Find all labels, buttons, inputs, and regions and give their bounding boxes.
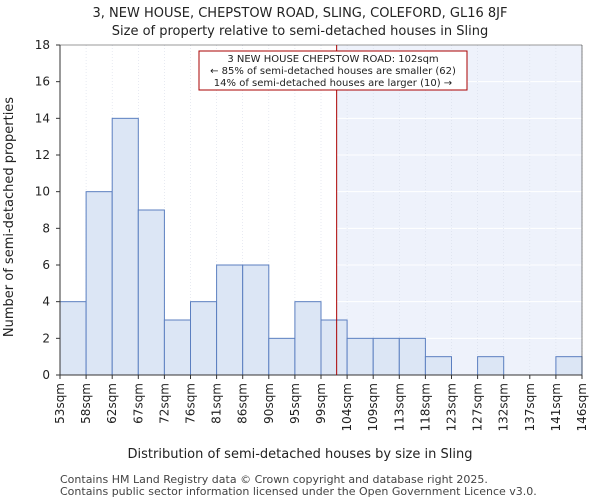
x-tick-label: 146sqm <box>575 383 589 431</box>
x-tick-label: 132sqm <box>497 383 511 431</box>
y-tick-label: 12 <box>35 148 50 162</box>
x-tick-label: 104sqm <box>340 383 354 431</box>
bar <box>242 264 270 376</box>
x-tick-label: 76sqm <box>184 383 198 424</box>
x-tick-label: 81sqm <box>210 383 224 424</box>
chart-subtitle: Size of property relative to semi-detach… <box>112 24 489 39</box>
x-tick-label: 109sqm <box>366 383 380 431</box>
x-tick-label: 53sqm <box>53 383 67 424</box>
x-tick-label: 72sqm <box>157 383 171 424</box>
bar <box>346 337 374 376</box>
x-tick-label: 141sqm <box>549 383 563 431</box>
y-axis-label: Number of semi-detached properties <box>2 97 17 337</box>
x-tick-label: 127sqm <box>471 383 485 431</box>
x-tick-label: 99sqm <box>314 383 328 424</box>
x-tick-label: 118sqm <box>418 383 432 431</box>
x-tick-label: 86sqm <box>236 383 250 424</box>
y-tick-label: 18 <box>35 38 50 52</box>
chart-title: 3, NEW HOUSE, CHEPSTOW ROAD, SLING, COLE… <box>93 6 508 21</box>
bar <box>424 356 452 376</box>
bar <box>477 356 505 376</box>
x-tick-label: 137sqm <box>523 383 537 431</box>
x-tick-label: 58sqm <box>79 383 93 424</box>
y-tick-label: 16 <box>35 75 50 89</box>
bar <box>372 337 400 376</box>
annotation-line-3: 14% of semi-detached houses are larger (… <box>214 78 452 89</box>
bar <box>268 337 296 376</box>
y-tick-label: 8 <box>42 221 50 235</box>
bar <box>320 319 348 376</box>
y-tick-label: 14 <box>35 111 50 125</box>
x-axis-label: Distribution of semi-detached houses by … <box>128 447 473 462</box>
bar <box>59 301 87 376</box>
bar <box>137 209 165 376</box>
bar <box>111 117 139 376</box>
footer-line-1: Contains HM Land Registry data © Crown c… <box>60 473 488 486</box>
x-tick-label: 123sqm <box>445 383 459 431</box>
y-tick-label: 6 <box>42 258 50 272</box>
annotation-box <box>198 50 468 91</box>
highlight-region <box>336 45 582 375</box>
annotation-line-1: 3 NEW HOUSE CHEPSTOW ROAD: 102sqm <box>227 54 438 65</box>
plot-area: 0 2 4 6 8 10 12 14 16 18 53sqm 58sqm 62sqm 67sqm 72sqm… <box>35 38 589 431</box>
bar <box>216 264 244 376</box>
y-tick-label: 10 <box>35 185 50 199</box>
bar <box>555 356 583 376</box>
y-tick-label: 0 <box>42 368 50 382</box>
x-tick-label: 90sqm <box>262 383 276 424</box>
y-tick-label: 4 <box>42 295 50 309</box>
x-tick-label: 113sqm <box>392 383 406 431</box>
x-tick-label: 95sqm <box>288 383 302 424</box>
bar <box>294 301 322 376</box>
bar <box>85 191 113 376</box>
footer-line-2: Contains public sector information licen… <box>60 485 537 498</box>
bar <box>163 319 191 376</box>
annotation-line-2: ← 85% of semi-detached houses are smalle… <box>210 66 456 77</box>
y-tick-label: 2 <box>42 331 50 345</box>
bar <box>190 301 218 376</box>
bar <box>398 337 426 376</box>
x-tick-label: 67sqm <box>131 383 145 424</box>
x-tick-label: 62sqm <box>105 383 119 424</box>
